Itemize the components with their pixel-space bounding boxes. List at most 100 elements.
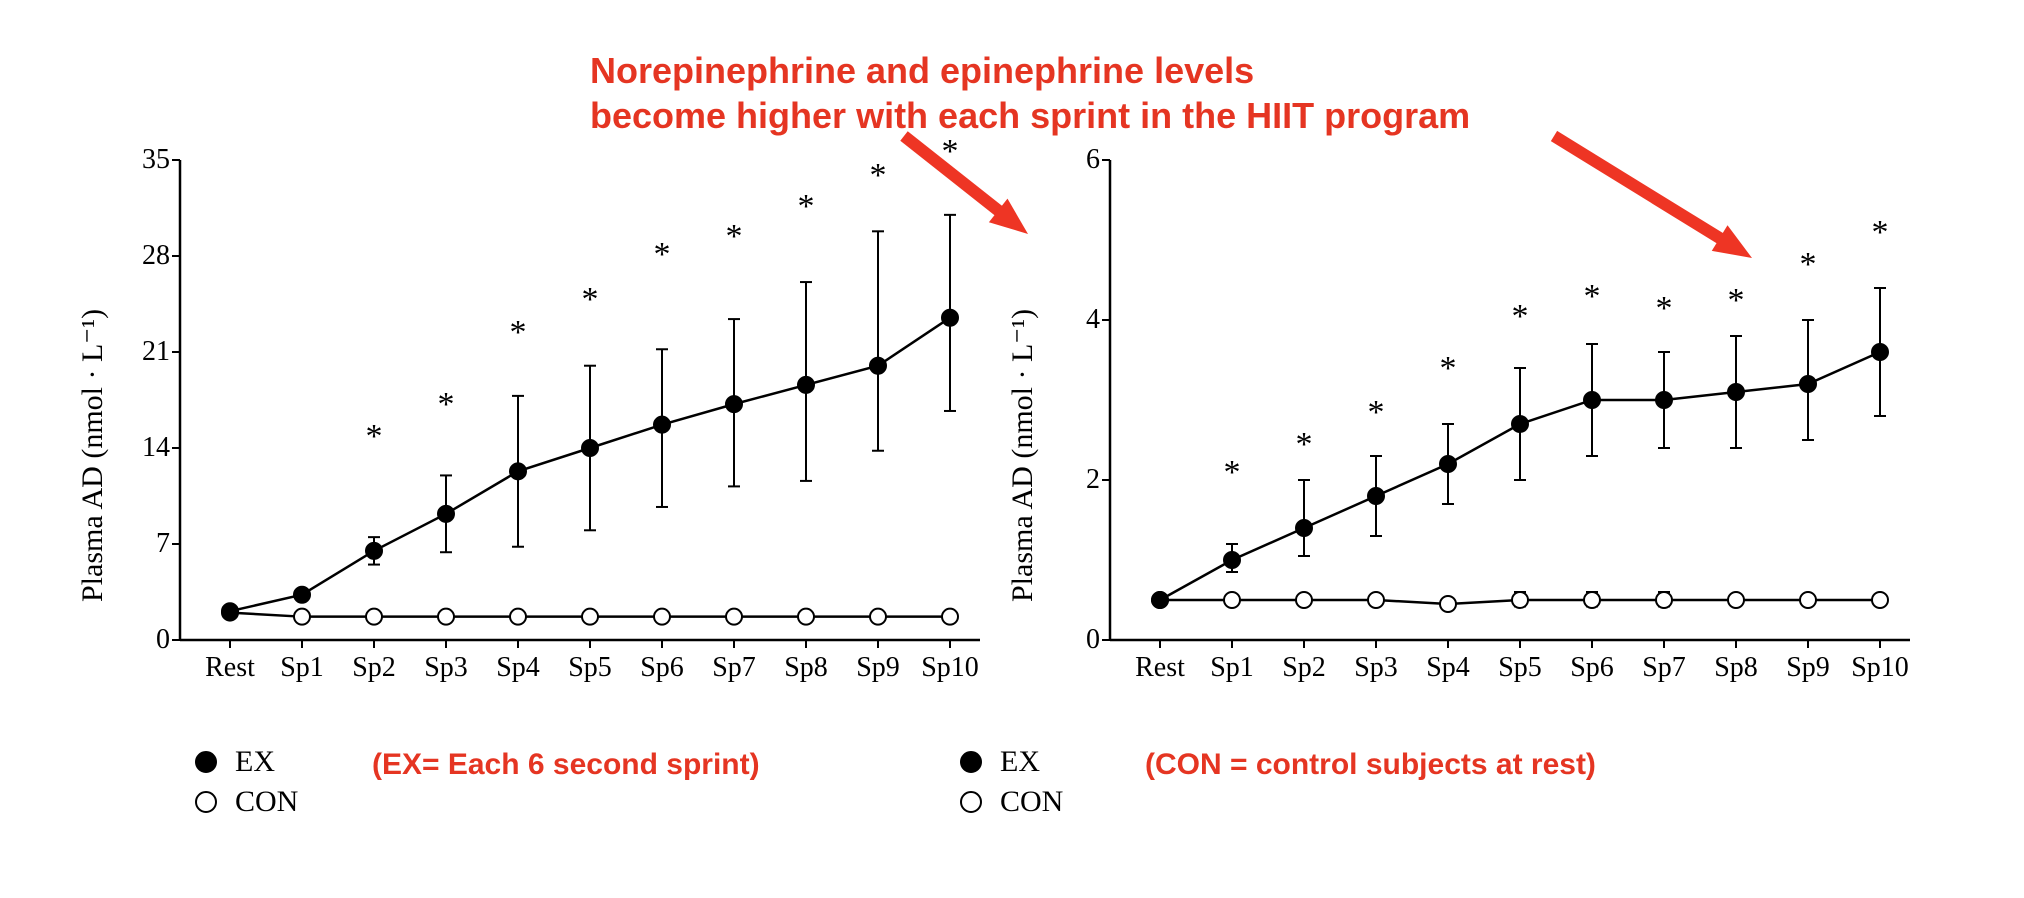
series-con-marker [1512, 592, 1528, 608]
series-con-marker [1296, 592, 1312, 608]
legend-item: EX [195, 742, 298, 782]
x-tick-label: Sp1 [262, 652, 342, 684]
x-tick-label: Sp8 [1696, 652, 1776, 684]
series-ex-marker [798, 377, 814, 393]
x-tick-label: Sp9 [838, 652, 918, 684]
series-con-marker [1656, 592, 1672, 608]
legend-marker-filled-icon [195, 751, 217, 773]
significance-marker: * [1436, 350, 1460, 388]
series-ex-marker [582, 440, 598, 456]
figure-canvas: Norepinephrine and epinephrine levels be… [0, 0, 2024, 898]
x-tick-label: Sp4 [1408, 652, 1488, 684]
chart-right: 0246RestSp1Sp2Sp3Sp4Sp5Sp6Sp7Sp8Sp9Sp10P… [1110, 160, 1910, 640]
x-tick-label: Sp7 [694, 652, 774, 684]
significance-marker: * [1508, 298, 1532, 336]
significance-marker: * [1796, 246, 1820, 284]
x-tick-label: Sp5 [1480, 652, 1560, 684]
series-con-marker [1440, 596, 1456, 612]
legend-item: CON [960, 782, 1063, 822]
y-axis-label: Plasma AD (nmol · L⁻¹) [1005, 308, 1040, 601]
series-con-marker [438, 609, 454, 625]
y-tick-label: 0 [110, 624, 170, 656]
significance-marker: * [866, 157, 890, 195]
series-ex-marker [1224, 552, 1240, 568]
annotation-ex-label: (EX= Each 6 second sprint) [372, 748, 760, 782]
significance-marker: * [434, 386, 458, 424]
legend-label: EX [1000, 745, 1040, 779]
y-tick-label: 6 [1040, 144, 1100, 176]
y-tick-label: 2 [1040, 464, 1100, 496]
series-con-marker [870, 609, 886, 625]
significance-marker: * [1868, 214, 1892, 252]
plot-area [180, 160, 980, 640]
series-con-marker [582, 609, 598, 625]
x-tick-label: Sp6 [622, 652, 702, 684]
significance-marker: * [1220, 454, 1244, 492]
series-ex-marker [1512, 416, 1528, 432]
series-ex-marker [1800, 376, 1816, 392]
chart-left: 0714212835RestSp1Sp2Sp3Sp4Sp5Sp6Sp7Sp8Sp… [180, 160, 980, 640]
x-tick-label: Sp4 [478, 652, 558, 684]
significance-marker: * [1724, 282, 1748, 320]
series-con-marker [1800, 592, 1816, 608]
y-tick-label: 0 [1040, 624, 1100, 656]
legend-label: EX [235, 745, 275, 779]
series-ex-marker [510, 463, 526, 479]
y-tick-label: 28 [110, 240, 170, 272]
series-ex-marker [294, 587, 310, 603]
y-tick-label: 4 [1040, 304, 1100, 336]
legend-marker-filled-icon [960, 751, 982, 773]
x-tick-label: Rest [1120, 652, 1200, 684]
series-ex-marker [1440, 456, 1456, 472]
legend-right: EXCON [960, 742, 1063, 822]
x-tick-label: Sp6 [1552, 652, 1632, 684]
x-tick-label: Sp10 [910, 652, 990, 684]
series-con-marker [366, 609, 382, 625]
x-tick-label: Sp1 [1192, 652, 1272, 684]
series-ex-marker [654, 417, 670, 433]
significance-marker: * [506, 314, 530, 352]
series-ex-marker [1728, 384, 1744, 400]
plot-area [1110, 160, 1910, 640]
series-ex-marker [438, 506, 454, 522]
x-tick-label: Sp3 [406, 652, 486, 684]
series-con-marker [1584, 592, 1600, 608]
y-axis-label: Plasma AD (nmol · L⁻¹) [75, 308, 110, 601]
x-tick-label: Sp3 [1336, 652, 1416, 684]
legend-left: EX CON [195, 742, 298, 822]
y-tick-label: 21 [110, 336, 170, 368]
series-ex-marker [1584, 392, 1600, 408]
significance-marker: * [794, 188, 818, 226]
x-tick-label: Rest [190, 652, 270, 684]
series-con-marker [654, 609, 670, 625]
significance-marker: * [1652, 290, 1676, 328]
significance-marker: * [938, 133, 962, 171]
series-con-marker [798, 609, 814, 625]
x-tick-label: Sp8 [766, 652, 846, 684]
x-tick-label: Sp5 [550, 652, 630, 684]
series-con-marker [1368, 592, 1384, 608]
x-tick-label: Sp2 [1264, 652, 1344, 684]
series-con-marker [1224, 592, 1240, 608]
series-con-marker [726, 609, 742, 625]
series-ex-marker [1368, 488, 1384, 504]
series-con-marker [1872, 592, 1888, 608]
series-ex-marker [870, 358, 886, 374]
legend-label: CON [235, 785, 298, 819]
series-ex-marker [942, 310, 958, 326]
series-con-marker [294, 609, 310, 625]
legend-marker-open-icon [960, 791, 982, 813]
x-tick-label: Sp7 [1624, 652, 1704, 684]
y-tick-label: 7 [110, 528, 170, 560]
annotation-con-label: (CON = control subjects at rest) [1145, 748, 1596, 782]
series-ex-marker [1296, 520, 1312, 536]
series-con-marker [510, 609, 526, 625]
x-tick-label: Sp9 [1768, 652, 1848, 684]
x-tick-label: Sp2 [334, 652, 414, 684]
x-tick-label: Sp10 [1840, 652, 1920, 684]
series-ex-marker [1656, 392, 1672, 408]
significance-marker: * [578, 281, 602, 319]
y-tick-label: 35 [110, 144, 170, 176]
significance-marker: * [722, 218, 746, 256]
legend-item: CON [195, 782, 298, 822]
